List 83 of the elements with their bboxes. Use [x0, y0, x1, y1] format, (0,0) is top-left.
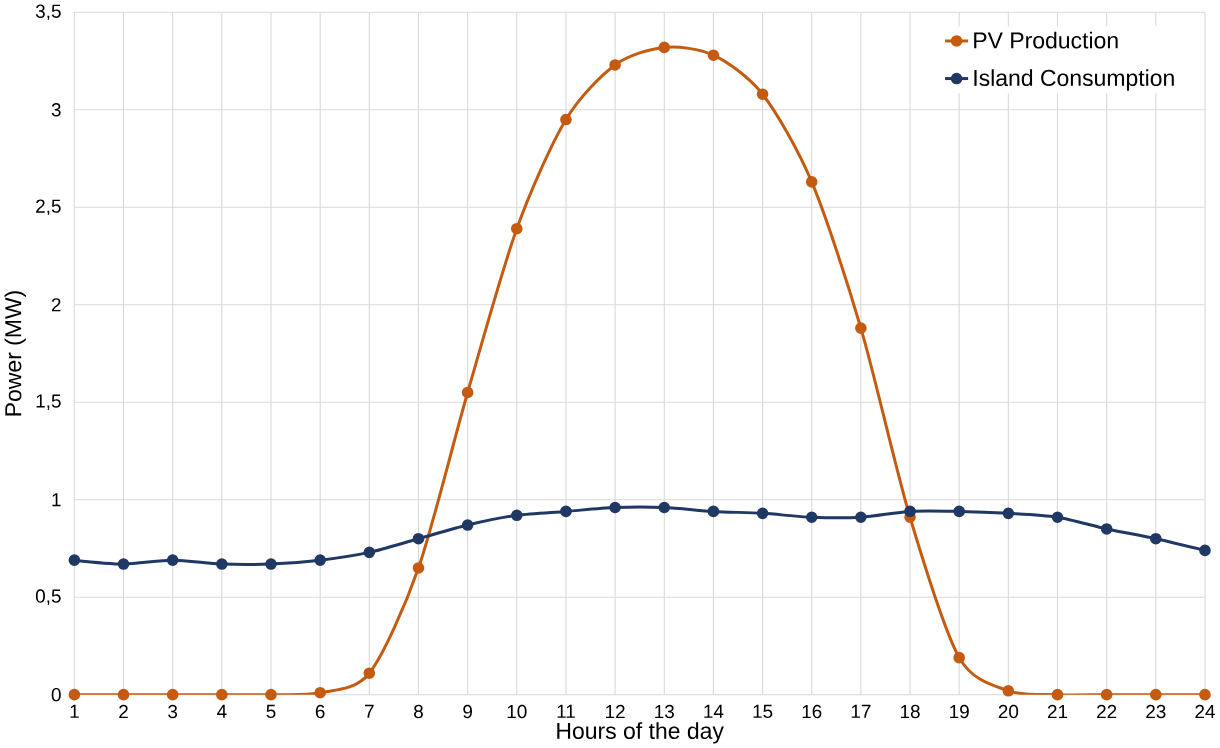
x-tick-label: 19	[950, 704, 969, 719]
point	[461, 519, 474, 531]
y-tick-label: 1,5	[36, 394, 61, 410]
point	[707, 49, 720, 61]
point	[756, 88, 769, 100]
y-axis-title: Power (MW)	[4, 291, 26, 416]
x-tick-label: 5	[266, 704, 276, 719]
point	[1199, 688, 1211, 701]
point	[1051, 688, 1064, 701]
point	[1150, 688, 1162, 701]
point	[166, 554, 179, 566]
x-tick-label: 17	[851, 704, 871, 718]
x-tick-label: 8	[414, 704, 423, 719]
legend-label: PV Production	[974, 31, 1118, 49]
point	[216, 688, 228, 701]
point	[265, 688, 277, 701]
y-tick-label: 0	[51, 687, 61, 702]
point	[953, 651, 965, 664]
point	[658, 501, 671, 514]
point	[461, 386, 474, 399]
point	[117, 558, 130, 570]
point	[216, 558, 228, 570]
legend-label: Island Consumption	[974, 69, 1174, 91]
x-tick-label: 10	[507, 704, 527, 719]
point	[68, 688, 81, 701]
point	[68, 554, 81, 566]
y-tick-label: 0,5	[35, 589, 61, 605]
point	[609, 59, 621, 71]
point	[1150, 532, 1162, 545]
y-tick-label: 3	[51, 103, 61, 117]
point	[756, 507, 769, 520]
point	[510, 222, 523, 235]
x-tick-label: 21	[1047, 704, 1068, 719]
point	[1100, 688, 1113, 701]
point	[855, 322, 867, 334]
point	[707, 505, 720, 518]
point	[904, 505, 916, 518]
point	[953, 505, 965, 518]
point	[1100, 523, 1113, 535]
point	[314, 554, 326, 566]
point	[1199, 544, 1211, 557]
point	[363, 546, 376, 559]
y-tick-label: 2,5	[36, 199, 61, 216]
point	[1002, 684, 1015, 697]
y-tick-label: 3,5	[35, 4, 61, 21]
point	[510, 509, 523, 522]
x-tick-label: 3	[168, 704, 178, 719]
point	[265, 558, 277, 570]
x-tick-label: 7	[365, 704, 374, 718]
x-tick-label: 14	[704, 704, 724, 718]
point	[1051, 511, 1064, 524]
point	[412, 562, 425, 574]
point	[166, 688, 179, 701]
point	[117, 688, 130, 701]
x-tick-label: 9	[463, 704, 472, 719]
x-tick-label: 12	[606, 704, 625, 719]
y-tick-label: 2	[51, 298, 61, 312]
x-tick-label: 24	[1195, 704, 1215, 719]
point	[363, 667, 376, 680]
point	[805, 511, 818, 524]
x-tick-label: 22	[1097, 704, 1117, 719]
point	[1002, 507, 1015, 520]
x-tick-label: 13	[655, 704, 674, 719]
point	[314, 686, 326, 699]
point	[658, 41, 671, 54]
x-tick-label: 2	[119, 704, 128, 719]
x-tick-label: 23	[1146, 704, 1166, 719]
x-tick-label: 20	[998, 704, 1019, 719]
x-tick-label: 4	[217, 704, 227, 718]
point	[412, 532, 425, 545]
point	[560, 505, 572, 518]
point	[855, 511, 867, 524]
y-tick-label: 1	[52, 493, 61, 507]
point	[609, 501, 621, 514]
point	[560, 113, 572, 126]
x-tick-label: 16	[802, 704, 822, 719]
x-tick-label: 11	[557, 704, 575, 718]
point	[805, 176, 818, 188]
x-tick-label: 1	[70, 704, 79, 718]
x-axis-title: Hours of the day	[557, 722, 724, 744]
x-tick-label: 15	[753, 704, 773, 719]
x-tick-label: 6	[315, 704, 325, 719]
x-tick-label: 18	[900, 704, 920, 719]
